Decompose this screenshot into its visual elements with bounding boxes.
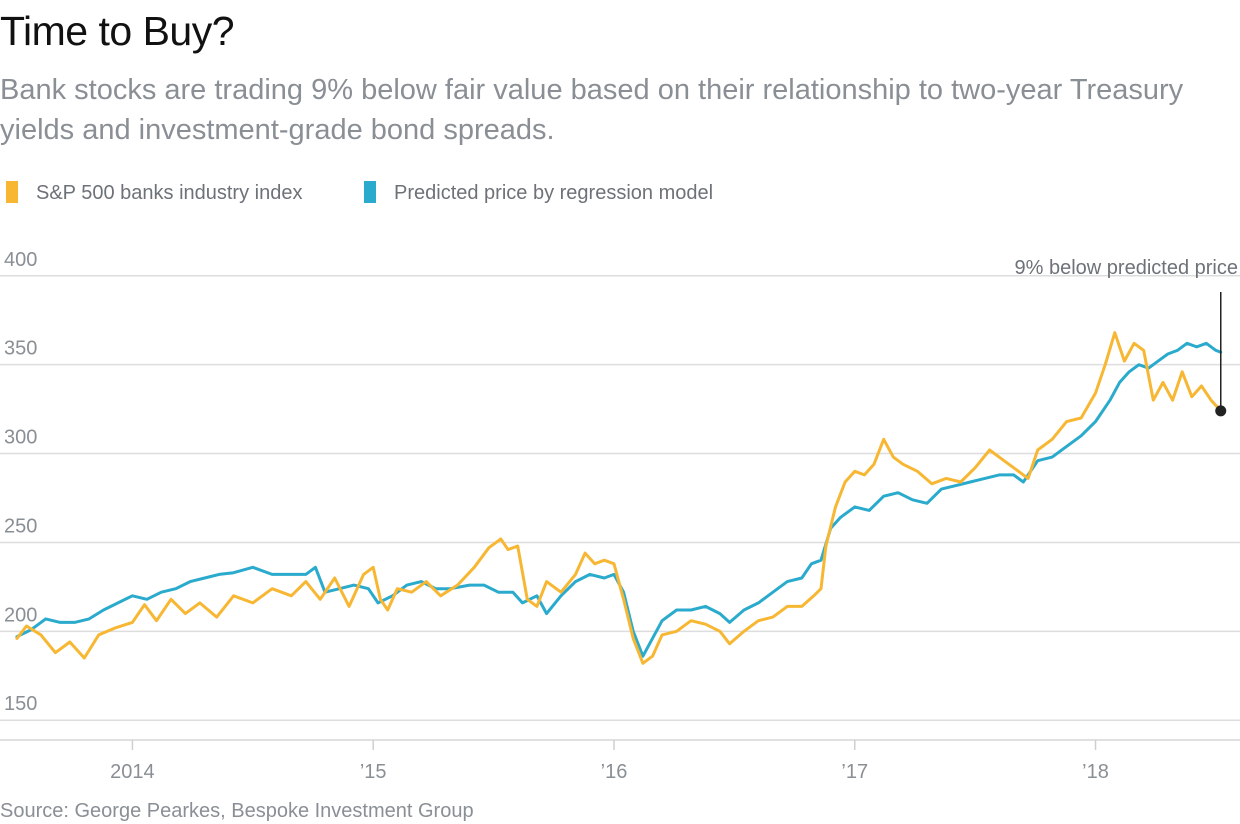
- x-tick-label-2017: ’17: [841, 761, 868, 783]
- legend-swatch-banks-index: [6, 181, 18, 203]
- annotation-marker: [1215, 405, 1227, 417]
- y-tick-label-350: 350: [4, 338, 37, 360]
- x-tick-label-2015: ’15: [360, 761, 387, 783]
- y-tick-labels: 150 200 250 300 350 400: [4, 249, 37, 715]
- y-tick-label-150: 150: [4, 693, 37, 715]
- annotation: 9% below predicted price: [1015, 257, 1238, 417]
- x-tick-label-2018: ’18: [1082, 761, 1109, 783]
- chart-source: Source: George Pearkes, Bespoke Investme…: [0, 800, 474, 822]
- series-line-predicted-price: [15, 341, 1223, 658]
- x-tick-label-2016: ’16: [601, 761, 628, 783]
- y-tick-label-250: 250: [4, 515, 37, 537]
- annotation-label: 9% below predicted price: [1015, 257, 1238, 279]
- legend-swatch-predicted-price: [364, 181, 376, 203]
- y-tick-label-400: 400: [4, 249, 37, 271]
- legend-label-banks-index: S&P 500 banks industry index: [36, 182, 302, 204]
- chart-title: Time to Buy?: [0, 8, 235, 54]
- series-line-banks-index: [15, 331, 1223, 665]
- legend-label-predicted-price: Predicted price by regression model: [394, 182, 713, 204]
- series-lines: [15, 331, 1223, 665]
- x-tick-label-2014: 2014: [110, 761, 155, 783]
- grid: [0, 275, 1240, 741]
- y-tick-label-200: 200: [4, 604, 37, 626]
- y-tick-label-300: 300: [4, 427, 37, 449]
- x-tick-marks: 2014 ’15 ’16 ’17 ’18: [110, 740, 1109, 783]
- chart-subtitle: Bank stocks are trading 9% below fair va…: [0, 74, 1192, 146]
- legend: S&P 500 banks industry index Predicted p…: [6, 181, 713, 204]
